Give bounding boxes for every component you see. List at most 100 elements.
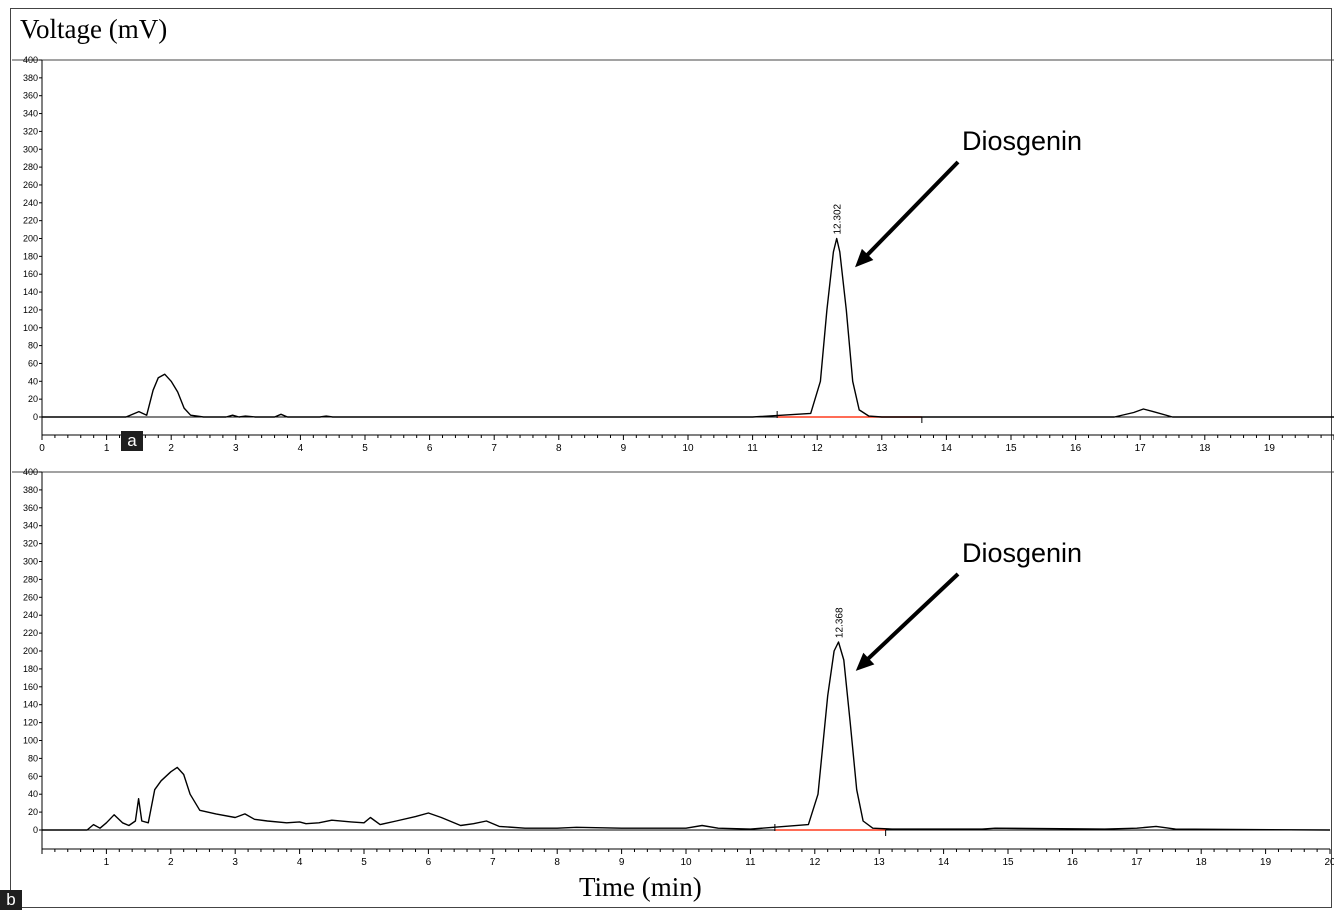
y-tick-label-a: 0 bbox=[33, 412, 38, 422]
y-tick-label-b: 40 bbox=[28, 789, 38, 799]
y-tick-label-b: 80 bbox=[28, 753, 38, 763]
x-tick-label-b: 20 bbox=[1324, 857, 1334, 868]
panel-label-a: a bbox=[121, 431, 143, 451]
x-tick-label-a: 6 bbox=[427, 443, 433, 454]
y-tick-label-a: 400 bbox=[23, 55, 38, 65]
x-tick-label-b: 1 bbox=[104, 857, 110, 868]
y-tick-label-a: 380 bbox=[23, 73, 38, 83]
x-tick-label-b: 5 bbox=[361, 857, 367, 868]
x-tick-label-a: 9 bbox=[621, 443, 627, 454]
x-tick-label-b: 19 bbox=[1260, 857, 1272, 868]
x-tick-label-a: 3 bbox=[233, 443, 239, 454]
y-tick-label-b: 60 bbox=[28, 771, 38, 781]
y-tick-label-a: 340 bbox=[23, 109, 38, 119]
y-tick-label-b: 280 bbox=[23, 574, 38, 584]
chromatogram-trace-b bbox=[42, 641, 1330, 831]
x-tick-label-a: 5 bbox=[362, 443, 368, 454]
y-tick-label-b: 140 bbox=[23, 700, 38, 710]
compound-annotation-b: Diosgenin bbox=[962, 538, 1082, 568]
x-tick-label-b: 14 bbox=[938, 857, 950, 868]
x-tick-label-b: 3 bbox=[232, 857, 238, 868]
x-tick-label-a: 14 bbox=[941, 443, 953, 454]
peak-retention-label-b: 12.368 bbox=[834, 607, 845, 638]
y-tick-label-b: 0 bbox=[33, 825, 38, 835]
figure-frame bbox=[10, 8, 1332, 908]
y-tick-label-a: 20 bbox=[28, 394, 38, 404]
x-axis-title: Time (min) bbox=[579, 872, 702, 902]
x-tick-label-a: 18 bbox=[1199, 443, 1211, 454]
peak-retention-label-a: 12.302 bbox=[833, 203, 844, 234]
y-tick-label-b: 20 bbox=[28, 807, 38, 817]
y-tick-label-b: 120 bbox=[23, 718, 38, 728]
y-axis-title: Voltage (mV) bbox=[20, 14, 168, 44]
x-tick-label-b: 18 bbox=[1196, 857, 1208, 868]
y-tick-label-b: 100 bbox=[23, 736, 38, 746]
y-tick-label-b: 180 bbox=[23, 664, 38, 674]
y-tick-label-a: 100 bbox=[23, 323, 38, 333]
y-tick-label-b: 260 bbox=[23, 592, 38, 602]
x-tick-label-b: 12 bbox=[809, 857, 821, 868]
y-tick-label-a: 220 bbox=[23, 216, 38, 226]
y-tick-label-a: 80 bbox=[28, 341, 38, 351]
y-tick-label-b: 380 bbox=[23, 485, 38, 495]
x-tick-label-b: 15 bbox=[1002, 857, 1014, 868]
annotation-arrow-shaft-b bbox=[864, 572, 960, 663]
y-tick-label-a: 240 bbox=[23, 198, 38, 208]
y-tick-label-b: 400 bbox=[23, 467, 38, 477]
x-tick-label-a: 12 bbox=[812, 443, 824, 454]
y-tick-label-a: 360 bbox=[23, 91, 38, 101]
y-tick-label-a: 60 bbox=[28, 358, 38, 368]
x-tick-label-b: 9 bbox=[619, 857, 625, 868]
x-tick-label-b: 13 bbox=[874, 857, 886, 868]
annotation-arrow-shaft-a bbox=[863, 160, 960, 259]
x-tick-label-a: 0 bbox=[39, 443, 45, 454]
x-tick-label-a: 10 bbox=[682, 443, 694, 454]
x-tick-label-a: 1 bbox=[104, 443, 110, 454]
y-tick-label-b: 200 bbox=[23, 646, 38, 656]
x-tick-label-b: 6 bbox=[426, 857, 432, 868]
x-tick-label-a: 13 bbox=[876, 443, 888, 454]
y-tick-label-a: 120 bbox=[23, 305, 38, 315]
x-tick-label-a: 8 bbox=[556, 443, 562, 454]
y-tick-label-a: 300 bbox=[23, 144, 38, 154]
x-tick-label-a: 15 bbox=[1005, 443, 1017, 454]
y-tick-label-a: 280 bbox=[23, 162, 38, 172]
x-tick-label-a: 19 bbox=[1264, 443, 1276, 454]
x-tick-label-a: 7 bbox=[491, 443, 497, 454]
compound-annotation-a: Diosgenin bbox=[962, 126, 1082, 156]
x-tick-label-b: 7 bbox=[490, 857, 496, 868]
x-tick-label-a: 17 bbox=[1135, 443, 1147, 454]
x-tick-label-b: 4 bbox=[297, 857, 303, 868]
y-tick-label-b: 240 bbox=[23, 610, 38, 620]
chromatogram-trace-a bbox=[42, 237, 1334, 418]
x-tick-label-a: 4 bbox=[298, 443, 304, 454]
x-tick-label-b: 2 bbox=[168, 857, 174, 868]
y-tick-label-a: 40 bbox=[28, 376, 38, 386]
x-tick-label-b: 8 bbox=[554, 857, 560, 868]
annotation-arrow-head-a bbox=[855, 248, 874, 268]
plot-panel-b: 0204060801001201401601802002202402602803… bbox=[12, 467, 1334, 868]
panel-label-b: b bbox=[0, 890, 22, 910]
x-tick-label-a: 11 bbox=[747, 443, 758, 454]
y-tick-label-b: 340 bbox=[23, 521, 38, 531]
y-tick-label-a: 260 bbox=[23, 180, 38, 190]
x-tick-label-b: 16 bbox=[1067, 857, 1079, 868]
y-tick-label-a: 180 bbox=[23, 251, 38, 261]
y-tick-label-a: 320 bbox=[23, 126, 38, 136]
x-tick-label-b: 17 bbox=[1131, 857, 1143, 868]
y-tick-label-b: 360 bbox=[23, 503, 38, 513]
y-tick-label-b: 320 bbox=[23, 539, 38, 549]
y-tick-label-a: 140 bbox=[23, 287, 38, 297]
x-tick-label-b: 11 bbox=[745, 857, 756, 868]
y-tick-label-b: 160 bbox=[23, 682, 38, 692]
plot-panel-a: 0204060801001201401601802002202402602803… bbox=[12, 55, 1334, 454]
x-tick-label-a: 2 bbox=[168, 443, 174, 454]
annotation-arrow-head-b bbox=[855, 652, 875, 671]
y-tick-label-b: 300 bbox=[23, 557, 38, 567]
y-tick-label-b: 220 bbox=[23, 628, 38, 638]
y-tick-label-a: 160 bbox=[23, 269, 38, 279]
x-tick-label-a: 16 bbox=[1070, 443, 1082, 454]
x-tick-label-b: 10 bbox=[680, 857, 692, 868]
